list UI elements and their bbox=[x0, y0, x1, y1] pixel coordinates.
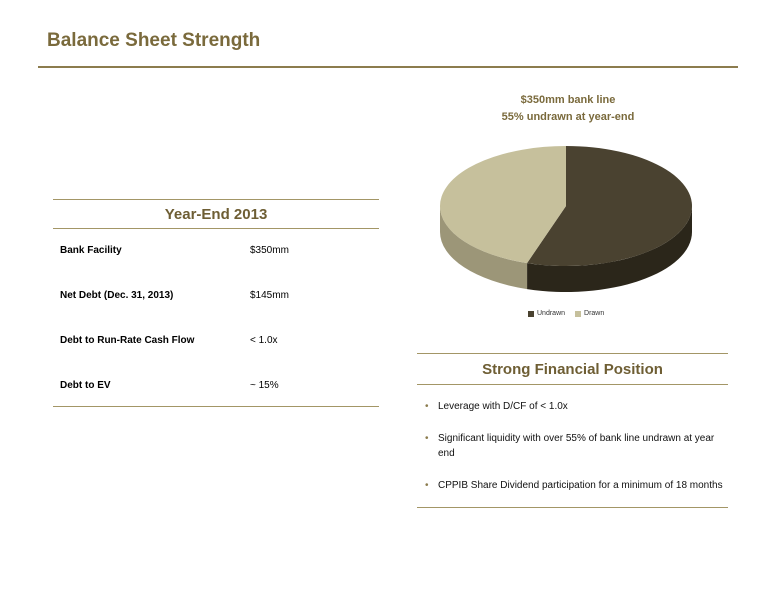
bullet-text: Leverage with D/CF of < 1.0x bbox=[438, 401, 568, 412]
list-item: • Significant liquidity with over 55% of … bbox=[417, 431, 728, 461]
legend-item-drawn: Drawn bbox=[575, 310, 604, 317]
row-label: Net Debt (Dec. 31, 2013) bbox=[60, 290, 174, 301]
list-item: • Leverage with D/CF of < 1.0x bbox=[417, 399, 728, 414]
row-value: $145mm bbox=[250, 290, 289, 301]
legend-swatch-drawn bbox=[575, 310, 582, 317]
chart-title: $350mm bank line bbox=[520, 94, 616, 106]
pie-slice-undrawn bbox=[527, 146, 692, 266]
chart-legend: Undrawn Drawn bbox=[528, 310, 604, 317]
row-label: Bank Facility bbox=[60, 245, 122, 256]
row-label: Debt to Run-Rate Cash Flow bbox=[60, 335, 195, 346]
row-label: Debt to EV bbox=[60, 380, 111, 391]
panel-top-rule bbox=[417, 353, 728, 354]
financial-bullets: • Leverage with D/CF of < 1.0x • Significa… bbox=[417, 385, 728, 507]
table-row: Bank Facility $350mm bbox=[53, 245, 379, 290]
bullet-icon: • bbox=[425, 433, 429, 444]
panel-bottom-rule bbox=[53, 406, 379, 407]
panel-heading-rule bbox=[53, 228, 379, 229]
pie-chart bbox=[440, 146, 692, 292]
bullet-icon: • bbox=[425, 401, 429, 412]
panel-bottom-rule bbox=[417, 507, 728, 508]
chart-title-block: $350mm bank line 55% undrawn at year-end bbox=[418, 92, 718, 126]
bullet-text: CPPIB Share Dividend participation for a… bbox=[438, 480, 723, 491]
row-value: $350mm bbox=[250, 245, 289, 256]
table-row: Debt to EV ~ 15% bbox=[53, 380, 379, 404]
table-row: Debt to Run-Rate Cash Flow < 1.0x bbox=[53, 335, 379, 380]
year-end-rows: Bank Facility $350mm Net Debt (Dec. 31, … bbox=[53, 229, 379, 406]
page-title: Balance Sheet Strength bbox=[47, 30, 261, 51]
year-end-heading: Year-End 2013 bbox=[164, 206, 268, 223]
legend-label: Drawn bbox=[584, 310, 605, 317]
row-value: < 1.0x bbox=[250, 335, 278, 346]
list-item: • CPPIB Share Dividend participation for … bbox=[417, 478, 728, 493]
pie-slice-drawn bbox=[440, 146, 566, 264]
bullet-text: Significant liquidity with over 55% of b… bbox=[438, 433, 715, 459]
title-divider bbox=[38, 66, 738, 68]
pie-side-drawn bbox=[440, 206, 528, 290]
legend-item-undrawn: Undrawn bbox=[528, 310, 565, 317]
financial-heading: Strong Financial Position bbox=[482, 361, 663, 378]
bullet-icon: • bbox=[425, 480, 429, 491]
financial-panel: Strong Financial Position • Leverage with… bbox=[417, 353, 728, 508]
legend-swatch-undrawn bbox=[528, 310, 534, 317]
chart-subtitle: 55% undrawn at year-end bbox=[501, 111, 635, 123]
panel-top-rule bbox=[53, 199, 379, 200]
row-value: ~ 15% bbox=[250, 380, 279, 391]
table-row: Net Debt (Dec. 31, 2013) $145mm bbox=[53, 290, 379, 335]
year-end-panel: Year-End 2013 Bank Facility $350mm Net D… bbox=[53, 199, 379, 407]
panel-heading-rule bbox=[417, 384, 728, 385]
legend-label: Undrawn bbox=[537, 310, 566, 317]
pie-side-undrawn bbox=[527, 206, 692, 292]
